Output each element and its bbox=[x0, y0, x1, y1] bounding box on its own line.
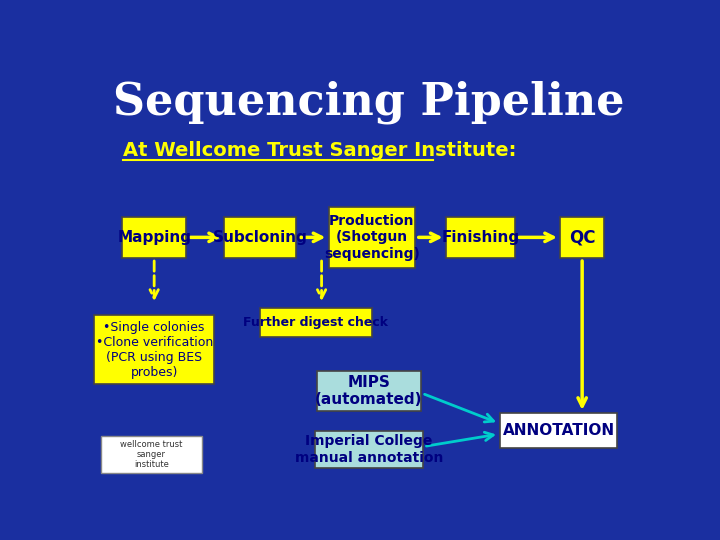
Text: MIPS
(automated): MIPS (automated) bbox=[315, 375, 423, 407]
FancyBboxPatch shape bbox=[500, 413, 617, 448]
FancyBboxPatch shape bbox=[446, 217, 516, 258]
Text: Further digest check: Further digest check bbox=[243, 316, 389, 329]
Text: Mapping: Mapping bbox=[117, 230, 192, 245]
Text: Production
(Shotgun
sequencing): Production (Shotgun sequencing) bbox=[324, 214, 420, 261]
FancyBboxPatch shape bbox=[101, 436, 202, 473]
Text: Finishing: Finishing bbox=[441, 230, 520, 245]
Text: •Single colonies
•Clone verification
(PCR using BES
probes): •Single colonies •Clone verification (PC… bbox=[96, 321, 213, 379]
FancyBboxPatch shape bbox=[122, 217, 186, 258]
Text: wellcome trust
sanger
institute: wellcome trust sanger institute bbox=[120, 440, 183, 469]
Text: Subcloning: Subcloning bbox=[212, 230, 307, 245]
Text: Sequencing Pipeline: Sequencing Pipeline bbox=[113, 80, 625, 124]
Text: QC: QC bbox=[569, 228, 595, 246]
FancyBboxPatch shape bbox=[318, 372, 420, 411]
FancyBboxPatch shape bbox=[328, 207, 415, 267]
FancyBboxPatch shape bbox=[224, 217, 297, 258]
FancyBboxPatch shape bbox=[260, 308, 372, 337]
FancyBboxPatch shape bbox=[94, 315, 214, 384]
Text: ANNOTATION: ANNOTATION bbox=[503, 423, 615, 438]
FancyBboxPatch shape bbox=[315, 431, 423, 468]
Text: Imperial College
manual annotation: Imperial College manual annotation bbox=[294, 434, 444, 464]
FancyBboxPatch shape bbox=[560, 217, 605, 258]
Text: At Wellcome Trust Sanger Institute:: At Wellcome Trust Sanger Institute: bbox=[124, 140, 517, 159]
